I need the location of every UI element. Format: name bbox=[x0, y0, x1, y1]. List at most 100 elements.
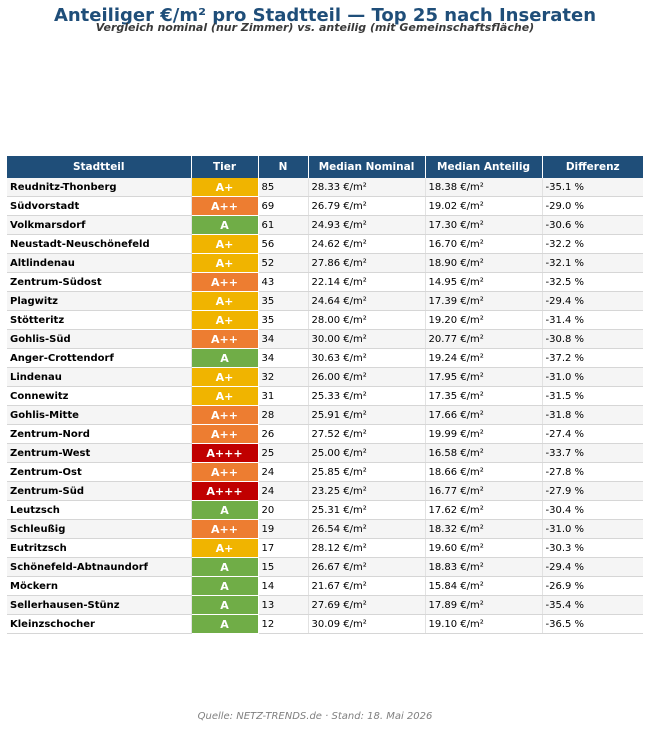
table-row: Kleinzschocher A 12 30.09 €/m² 19.10 €/m² -36… bbox=[7, 614, 643, 634]
median-anteilig-cell: 18.38 €/m² bbox=[425, 178, 543, 197]
stadtteil-cell: Anger-Crottendorf bbox=[7, 348, 192, 368]
stadtteil-cell: Gohlis-Mitte bbox=[7, 405, 192, 425]
median-nominal-cell: 27.69 €/m² bbox=[308, 595, 426, 615]
median-anteilig-cell: 19.24 €/m² bbox=[425, 348, 543, 368]
stadtteil-cell: Zentrum-Süd bbox=[7, 481, 192, 501]
differenz-cell: -29.0 % bbox=[542, 196, 643, 216]
tier-badge: A+ bbox=[191, 386, 259, 406]
n-cell: 85 bbox=[258, 178, 309, 197]
column-header-n: N bbox=[258, 156, 309, 178]
table-row: Zentrum-West A+++ 25 25.00 €/m² 16.58 €/m² -3… bbox=[7, 443, 643, 463]
stadtteil-cell: Zentrum-Nord bbox=[7, 424, 192, 444]
stadtteil-cell: Lindenau bbox=[7, 367, 192, 387]
differenz-cell: -32.5 % bbox=[542, 272, 643, 292]
median-anteilig-cell: 15.84 €/m² bbox=[425, 576, 543, 596]
table-row: Möckern A 14 21.67 €/m² 15.84 €/m² -26.9 % bbox=[7, 576, 643, 596]
tier-badge: A+ bbox=[191, 310, 259, 330]
median-anteilig-cell: 17.39 €/m² bbox=[425, 291, 543, 311]
column-header-median-anteilig: Median Anteilig bbox=[425, 156, 543, 178]
n-cell: 56 bbox=[258, 234, 309, 254]
n-cell: 26 bbox=[258, 424, 309, 444]
tier-badge: A++ bbox=[191, 519, 259, 539]
table-row: Schönefeld-Abtnaundorf A 15 26.67 €/m² 18.83… bbox=[7, 557, 643, 577]
data-table: Stadtteil Tier N Median Nominal Median A… bbox=[7, 156, 643, 634]
n-cell: 28 bbox=[258, 405, 309, 425]
median-anteilig-cell: 14.95 €/m² bbox=[425, 272, 543, 292]
median-nominal-cell: 22.14 €/m² bbox=[308, 272, 426, 292]
table-row: Zentrum-Südost A++ 43 22.14 €/m² 14.95 €/m² -… bbox=[7, 272, 643, 292]
tier-badge: A++ bbox=[191, 196, 259, 216]
median-nominal-cell: 24.93 €/m² bbox=[308, 215, 426, 235]
median-anteilig-cell: 19.60 €/m² bbox=[425, 538, 543, 558]
table-row: Leutzsch A 20 25.31 €/m² 17.62 €/m² -30.4 % bbox=[7, 500, 643, 520]
median-nominal-cell: 28.33 €/m² bbox=[308, 178, 426, 197]
stadtteil-cell: Leutzsch bbox=[7, 500, 192, 520]
stadtteil-cell: Schönefeld-Abtnaundorf bbox=[7, 557, 192, 577]
differenz-cell: -30.4 % bbox=[542, 500, 643, 520]
tier-badge: A+ bbox=[191, 538, 259, 558]
tier-badge: A+ bbox=[191, 291, 259, 311]
table-row: Altlindenau A+ 52 27.86 €/m² 18.90 €/m² -32.1… bbox=[7, 253, 643, 273]
column-header-tier: Tier bbox=[191, 156, 259, 178]
n-cell: 19 bbox=[258, 519, 309, 539]
n-cell: 24 bbox=[258, 462, 309, 482]
median-anteilig-cell: 17.30 €/m² bbox=[425, 215, 543, 235]
n-cell: 20 bbox=[258, 500, 309, 520]
median-anteilig-cell: 19.20 €/m² bbox=[425, 310, 543, 330]
median-anteilig-cell: 17.95 €/m² bbox=[425, 367, 543, 387]
n-cell: 34 bbox=[258, 329, 309, 349]
median-anteilig-cell: 17.35 €/m² bbox=[425, 386, 543, 406]
tier-badge: A bbox=[191, 500, 259, 520]
median-anteilig-cell: 20.77 €/m² bbox=[425, 329, 543, 349]
tier-badge: A bbox=[191, 576, 259, 596]
chart-subtitle: Vergleich nominal (nur Zimmer) vs. antei… bbox=[95, 21, 535, 34]
column-header-stadtteil: Stadtteil bbox=[7, 156, 192, 178]
differenz-cell: -32.1 % bbox=[542, 253, 643, 273]
n-cell: 32 bbox=[258, 367, 309, 387]
differenz-cell: -30.8 % bbox=[542, 329, 643, 349]
median-nominal-cell: 26.00 €/m² bbox=[308, 367, 426, 387]
median-nominal-cell: 30.63 €/m² bbox=[308, 348, 426, 368]
differenz-cell: -29.4 % bbox=[542, 291, 643, 311]
differenz-cell: -33.7 % bbox=[542, 443, 643, 463]
differenz-cell: -31.0 % bbox=[542, 367, 643, 387]
stadtteil-cell: Plagwitz bbox=[7, 291, 192, 311]
tier-badge: A bbox=[191, 348, 259, 368]
differenz-cell: -36.5 % bbox=[542, 614, 643, 634]
table-row: Sellerhausen-Stünz A 13 27.69 €/m² 17.89 €/m… bbox=[7, 595, 643, 615]
table-row: Lindenau A+ 32 26.00 €/m² 17.95 €/m² -31.0 % bbox=[7, 367, 643, 387]
median-nominal-cell: 24.64 €/m² bbox=[308, 291, 426, 311]
column-header-differenz: Differenz bbox=[542, 156, 643, 178]
median-nominal-cell: 25.91 €/m² bbox=[308, 405, 426, 425]
median-anteilig-cell: 17.66 €/m² bbox=[425, 405, 543, 425]
median-anteilig-cell: 18.83 €/m² bbox=[425, 557, 543, 577]
table-row: Gohlis-Mitte A++ 28 25.91 €/m² 17.66 €/m² -31… bbox=[7, 405, 643, 425]
n-cell: 24 bbox=[258, 481, 309, 501]
median-anteilig-cell: 18.66 €/m² bbox=[425, 462, 543, 482]
tier-badge: A bbox=[191, 614, 259, 634]
differenz-cell: -37.2 % bbox=[542, 348, 643, 368]
n-cell: 69 bbox=[258, 196, 309, 216]
stadtteil-cell: Eutritzsch bbox=[7, 538, 192, 558]
n-cell: 15 bbox=[258, 557, 309, 577]
stadtteil-cell: Zentrum-Südost bbox=[7, 272, 192, 292]
tier-badge: A+ bbox=[191, 234, 259, 254]
stadtteil-cell: Gohlis-Süd bbox=[7, 329, 192, 349]
differenz-cell: -27.9 % bbox=[542, 481, 643, 501]
source-note: Quelle: NETZ-TRENDS.de · Stand: 18. Mai … bbox=[197, 711, 433, 722]
differenz-cell: -29.4 % bbox=[542, 557, 643, 577]
median-anteilig-cell: 19.10 €/m² bbox=[425, 614, 543, 634]
n-cell: 31 bbox=[258, 386, 309, 406]
median-nominal-cell: 27.52 €/m² bbox=[308, 424, 426, 444]
differenz-cell: -31.4 % bbox=[542, 310, 643, 330]
tier-badge: A++ bbox=[191, 405, 259, 425]
n-cell: 12 bbox=[258, 614, 309, 634]
tier-badge: A+ bbox=[191, 367, 259, 387]
median-nominal-cell: 28.00 €/m² bbox=[308, 310, 426, 330]
n-cell: 17 bbox=[258, 538, 309, 558]
differenz-cell: -35.4 % bbox=[542, 595, 643, 615]
table-row: Südvorstadt A++ 69 26.79 €/m² 19.02 €/m² -29.… bbox=[7, 196, 643, 216]
tier-badge: A+ bbox=[191, 253, 259, 273]
n-cell: 43 bbox=[258, 272, 309, 292]
stadtteil-cell: Altlindenau bbox=[7, 253, 192, 273]
